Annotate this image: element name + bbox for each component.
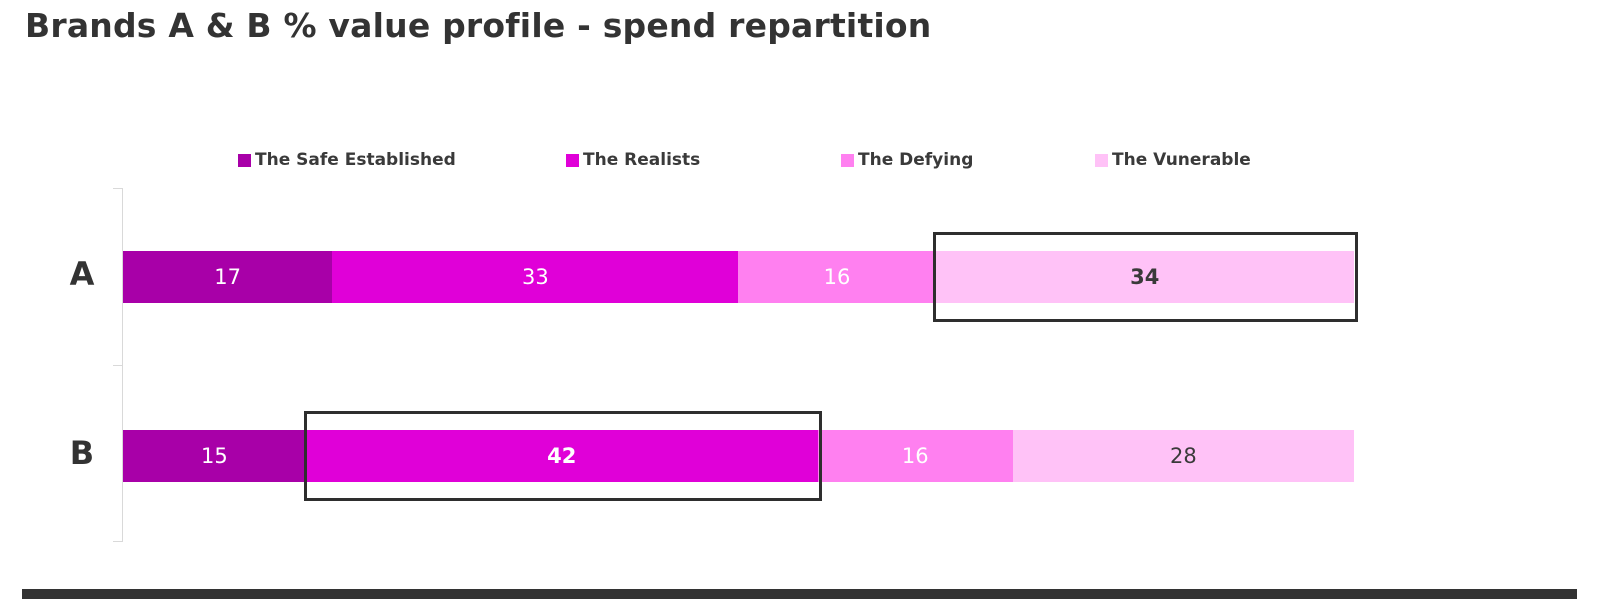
bar-value-label: 16 [901, 443, 929, 468]
category-label-b: B [69, 434, 95, 472]
bar-segment-a-3: 16 [738, 251, 936, 303]
legend-swatch-safe-established-icon [238, 153, 251, 167]
bottom-rule [22, 589, 1577, 599]
highlight-box-b [303, 411, 822, 501]
axis-tick-top [113, 188, 122, 189]
bar-value-label: 33 [522, 264, 549, 289]
highlight-box-a [933, 232, 1358, 322]
bar-value-label: 28 [1169, 443, 1197, 468]
legend-swatch-defying-icon [841, 153, 854, 167]
bar-row-a: 17 33 16 34 [123, 251, 1354, 303]
bar-segment-b-1: 15 [123, 430, 306, 482]
legend-item-vunerable: The Vunerable [1095, 150, 1251, 170]
bar-value-label: 34 [1130, 264, 1160, 289]
bar-segment-b-3: 16 [817, 430, 1013, 482]
legend-label-safe-established: The Safe Established [255, 150, 456, 170]
category-axis-line [122, 188, 123, 542]
chart-title: Brands A & B % value profile - spend rep… [25, 6, 932, 45]
category-label-a: A [69, 255, 95, 293]
legend-swatch-vunerable-icon [1095, 153, 1108, 167]
legend-item-defying: The Defying [841, 150, 973, 170]
axis-tick-bottom [113, 541, 122, 542]
bar-value-label: 16 [823, 264, 851, 289]
bar-segment-a-4: 34 [935, 251, 1354, 303]
legend-label-vunerable: The Vunerable [1112, 150, 1251, 170]
legend-label-defying: The Defying [858, 150, 974, 170]
legend-item-safe-established: The Safe Established [238, 150, 456, 170]
axis-tick-middle [113, 365, 122, 366]
bar-segment-a-1: 17 [123, 251, 333, 303]
legend-item-realists: The Realists [566, 150, 700, 170]
legend-label-realists: The Realists [583, 150, 701, 170]
bar-value-label: 17 [214, 264, 241, 289]
legend-swatch-realists-icon [566, 153, 579, 167]
bar-row-b: 15 42 16 28 [123, 430, 1354, 482]
bar-segment-b-4: 28 [1012, 430, 1354, 482]
bar-value-label: 42 [547, 443, 577, 468]
bar-segment-b-2: 42 [305, 430, 818, 482]
bar-segment-a-2: 33 [332, 251, 739, 303]
bar-value-label: 15 [201, 443, 228, 468]
